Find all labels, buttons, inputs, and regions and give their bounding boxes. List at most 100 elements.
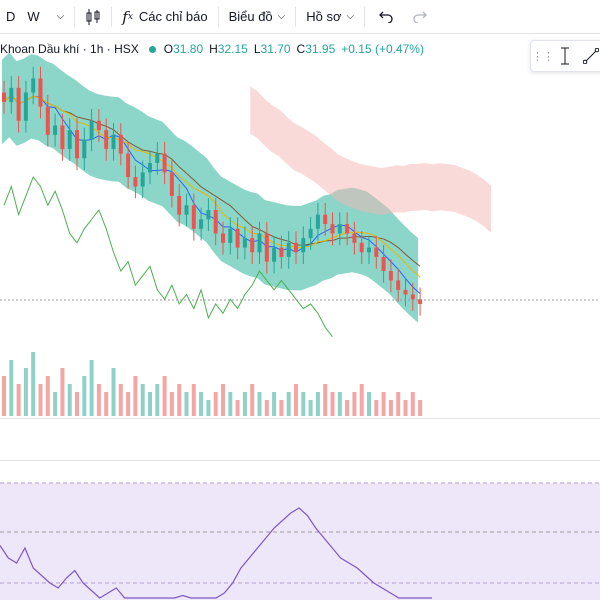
candle-body bbox=[323, 214, 328, 225]
interval-dropdown[interactable]: ⌵ bbox=[46, 0, 71, 34]
conversion-line bbox=[3, 94, 421, 294]
volume-bar bbox=[323, 384, 328, 416]
interval-w-button[interactable]: W bbox=[21, 0, 45, 34]
high-value: 32.15 bbox=[217, 42, 248, 56]
candle-body bbox=[279, 247, 284, 257]
interval-w-label: W bbox=[27, 9, 40, 24]
candle-body bbox=[162, 153, 167, 173]
candle-body bbox=[352, 233, 357, 243]
candle-body bbox=[308, 228, 313, 239]
volume-bar bbox=[148, 392, 152, 416]
volume-bar bbox=[250, 384, 255, 416]
toolbar-divider bbox=[295, 6, 297, 27]
volume-bar bbox=[337, 392, 342, 416]
volume-bar bbox=[294, 384, 298, 416]
candle-body bbox=[264, 233, 269, 262]
redo-icon bbox=[413, 11, 428, 23]
high-key: H bbox=[209, 42, 218, 56]
volume-bar bbox=[38, 384, 43, 416]
volume-bar bbox=[388, 400, 393, 416]
candle-body bbox=[242, 238, 247, 248]
candle-body bbox=[367, 247, 371, 253]
volume-bar bbox=[345, 400, 350, 416]
volume-bar bbox=[89, 360, 94, 416]
volume-bar bbox=[264, 400, 269, 416]
indicators-label: Các chỉ báo bbox=[138, 9, 208, 24]
symbol-title[interactable]: Khoan Dầu khí · 1h · HSX bbox=[0, 42, 139, 56]
chart-menu-button[interactable]: Biểu đồ ⌵ bbox=[223, 0, 292, 34]
volume-bar bbox=[352, 392, 357, 416]
volume-bar bbox=[367, 392, 371, 416]
candle-body bbox=[133, 177, 138, 187]
measure-icon[interactable] bbox=[551, 42, 579, 70]
candle-body bbox=[206, 209, 211, 220]
interval-d-button[interactable]: D bbox=[0, 0, 21, 34]
lagging-span bbox=[3, 176, 333, 338]
volume-bar bbox=[257, 392, 262, 416]
candle-body bbox=[199, 219, 204, 229]
chart-style-button[interactable] bbox=[79, 0, 107, 34]
chevron-down-icon: ⌵ bbox=[346, 11, 355, 22]
candle-body bbox=[257, 233, 262, 253]
volume-bar bbox=[403, 400, 408, 416]
candle-body bbox=[38, 78, 43, 107]
candle-body bbox=[191, 205, 196, 229]
chevron-down-icon: ⌵ bbox=[277, 11, 286, 22]
volume-bar bbox=[206, 400, 211, 416]
volume-bar bbox=[53, 392, 58, 416]
trendline-icon[interactable] bbox=[579, 42, 600, 70]
volume-bar bbox=[235, 400, 240, 416]
candle-body bbox=[53, 125, 58, 135]
candle-body bbox=[315, 214, 320, 229]
candle-body bbox=[9, 87, 14, 102]
symbol-legend: Khoan Dầu khí · 1h · HSX O 31.80 H 32.15 L… bbox=[0, 40, 424, 58]
candle-body bbox=[67, 130, 72, 149]
candle-body bbox=[250, 238, 255, 253]
candle-body bbox=[301, 238, 306, 253]
candle-body bbox=[111, 134, 116, 149]
rsi-band bbox=[0, 483, 600, 600]
undo-button[interactable] bbox=[369, 0, 403, 34]
volume-bar bbox=[374, 400, 379, 416]
base-line bbox=[3, 94, 421, 267]
pane-divider bbox=[0, 460, 600, 461]
volume-bar bbox=[133, 376, 138, 416]
chart-menu-label: Biểu đồ bbox=[228, 9, 273, 24]
volume-bar bbox=[228, 392, 233, 416]
volume-bar bbox=[75, 392, 79, 416]
candle-body bbox=[140, 172, 145, 187]
volume-bar bbox=[104, 392, 109, 416]
toolbar-divider bbox=[111, 6, 113, 27]
candle-body bbox=[96, 120, 101, 131]
volume-bar bbox=[308, 400, 313, 416]
volume-bar bbox=[184, 392, 189, 416]
open-value: 31.80 bbox=[173, 42, 204, 56]
candle-body bbox=[221, 233, 225, 243]
candle-body bbox=[31, 78, 36, 93]
toolbar-divider bbox=[364, 6, 366, 27]
volume-bar bbox=[213, 392, 218, 416]
volume-bar bbox=[279, 400, 284, 416]
volume-bar bbox=[359, 384, 364, 416]
candle-body bbox=[104, 130, 109, 149]
volume-bar bbox=[126, 392, 131, 416]
candle-body bbox=[294, 242, 298, 253]
volume-bar bbox=[2, 376, 6, 416]
volume-bar bbox=[410, 392, 415, 416]
drag-handle-icon[interactable]: ⋮⋮ bbox=[532, 50, 554, 63]
candle-body bbox=[2, 92, 6, 102]
volume-bar bbox=[177, 384, 182, 416]
profile-menu-button[interactable]: Hồ sơ ⌵ bbox=[300, 0, 360, 34]
candle-body bbox=[184, 205, 189, 215]
volume-bar bbox=[169, 392, 174, 416]
undo-icon bbox=[379, 11, 393, 23]
candle-body bbox=[410, 294, 415, 300]
redo-button[interactable] bbox=[403, 0, 437, 34]
candle-body bbox=[403, 289, 408, 295]
toolbar-divider bbox=[74, 6, 76, 27]
volume-bar bbox=[221, 384, 225, 416]
